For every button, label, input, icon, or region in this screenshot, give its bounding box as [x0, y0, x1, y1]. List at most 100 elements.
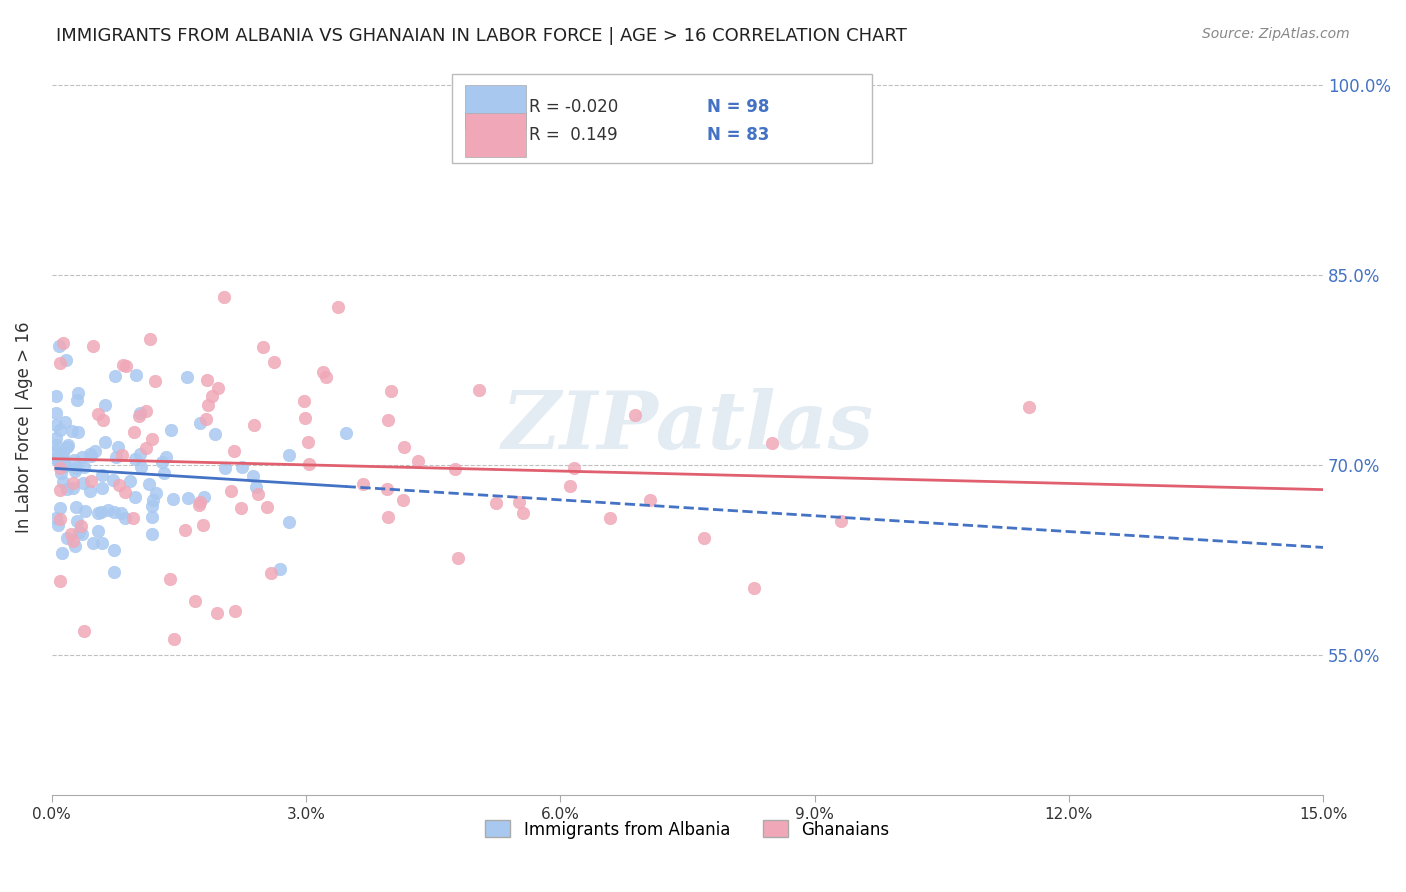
Point	[242, 468, 264, 483]
Point	[447, 550, 470, 565]
FancyBboxPatch shape	[465, 112, 526, 157]
Point	[135, 404, 157, 418]
Point	[176, 370, 198, 384]
Point	[377, 412, 399, 426]
Point	[45, 451, 67, 466]
Point	[277, 515, 299, 529]
Point	[94, 434, 117, 449]
Text: IMMIGRANTS FROM ALBANIA VS GHANAIAN IN LABOR FORCE | AGE > 16 CORRELATION CHART: IMMIGRANTS FROM ALBANIA VS GHANAIAN IN L…	[56, 27, 907, 45]
Point	[141, 499, 163, 513]
Point	[45, 438, 67, 452]
Point	[65, 500, 87, 514]
Point	[508, 495, 530, 509]
Point	[52, 335, 75, 350]
Point	[269, 562, 291, 576]
Point	[377, 510, 399, 524]
Point	[141, 433, 163, 447]
Point	[49, 512, 72, 526]
Point	[70, 450, 93, 464]
Point	[638, 493, 661, 508]
Point	[62, 475, 84, 490]
Point	[1018, 400, 1040, 414]
Point	[278, 449, 301, 463]
Point	[204, 426, 226, 441]
Point	[73, 624, 96, 638]
Point	[55, 531, 77, 545]
Text: N = 83: N = 83	[707, 126, 769, 144]
Point	[80, 475, 103, 489]
Point	[49, 461, 72, 475]
Point	[45, 389, 67, 403]
Point	[65, 461, 87, 475]
Point	[110, 448, 132, 462]
Point	[53, 456, 76, 470]
Point	[97, 502, 120, 516]
Point	[150, 455, 173, 469]
Point	[112, 359, 135, 373]
Point	[260, 566, 283, 581]
Point	[177, 491, 200, 505]
Point	[129, 447, 152, 461]
Point	[55, 441, 77, 455]
Point	[69, 519, 91, 533]
Point	[224, 604, 246, 618]
Point	[135, 442, 157, 456]
Point	[129, 406, 152, 420]
Point	[90, 468, 112, 483]
Point	[125, 368, 148, 383]
Point	[693, 531, 716, 545]
Point	[49, 423, 72, 437]
Point	[82, 338, 104, 352]
Point	[298, 458, 321, 472]
Point	[742, 582, 765, 596]
Point	[60, 424, 83, 438]
Point	[256, 500, 278, 514]
Point	[45, 443, 67, 458]
Point	[55, 415, 77, 429]
Point	[121, 511, 143, 525]
Point	[59, 527, 82, 541]
Point	[152, 466, 174, 480]
Point	[830, 514, 852, 528]
Point	[392, 492, 415, 507]
Point	[392, 440, 415, 454]
Point	[312, 365, 335, 379]
Point	[188, 416, 211, 430]
Point	[163, 632, 186, 646]
Point	[444, 461, 467, 475]
Point	[46, 452, 69, 467]
Point	[104, 450, 127, 464]
Point	[335, 425, 357, 440]
Point	[62, 481, 84, 495]
Point	[599, 511, 621, 525]
Point	[91, 481, 114, 495]
Point	[45, 511, 67, 525]
Point	[46, 518, 69, 533]
Point	[56, 482, 79, 496]
Point	[90, 505, 112, 519]
Point	[212, 291, 235, 305]
Point	[558, 479, 581, 493]
Point	[48, 339, 70, 353]
Point	[114, 484, 136, 499]
Point	[79, 484, 101, 499]
Point	[67, 385, 90, 400]
Point	[80, 449, 103, 463]
Point	[104, 368, 127, 383]
Point	[53, 459, 76, 474]
Point	[145, 486, 167, 500]
Point	[55, 353, 77, 368]
Point	[107, 441, 129, 455]
Point	[63, 539, 86, 553]
Point	[263, 355, 285, 369]
Text: ZIPatlas: ZIPatlas	[502, 388, 873, 466]
Point	[75, 504, 97, 518]
Point	[94, 398, 117, 412]
Point	[72, 460, 94, 475]
Point	[87, 524, 110, 538]
Point	[194, 412, 217, 426]
Point	[72, 476, 94, 491]
Point	[107, 477, 129, 491]
Point	[63, 464, 86, 478]
Point	[51, 546, 73, 560]
